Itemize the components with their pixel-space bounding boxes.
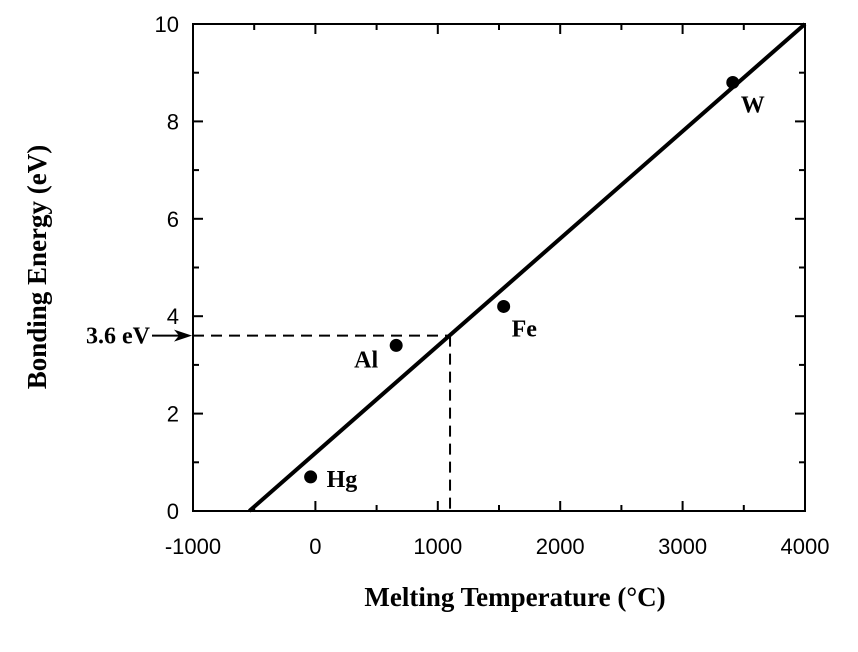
point-label-fe: Fe: [512, 316, 538, 342]
x-tick-labels: -1000 0 1000 2000 3000 4000: [165, 534, 830, 559]
x-axis-title: Melting Temperature (°C): [364, 582, 665, 612]
y-tick-label: 8: [167, 109, 179, 134]
annotation-label: 3.6 eV: [86, 324, 151, 350]
annotation-arrow-head: [174, 329, 192, 342]
y-tick-label: 2: [167, 402, 179, 427]
point-label-hg: Hg: [327, 467, 358, 493]
y-tick-label: 0: [167, 499, 179, 524]
data-point-hg: [304, 470, 318, 484]
x-tick-label: 1000: [413, 534, 462, 559]
fit-line-group: [247, 22, 807, 513]
annotation-guides: [193, 334, 452, 511]
y-tick-label: 6: [167, 207, 179, 232]
data-points: [304, 75, 740, 484]
data-point-fe: [497, 299, 511, 313]
y-tick-label: 4: [167, 304, 179, 329]
x-tick-label: 2000: [536, 534, 585, 559]
y-axis-title: Bonding Energy (eV): [22, 145, 52, 390]
point-label-w: W: [741, 92, 765, 118]
fit-line: [247, 22, 807, 513]
plot-frame: [192, 23, 806, 512]
y-tick-labels: 0 2 4 6 8 10: [155, 12, 179, 524]
data-point-al: [389, 338, 403, 352]
axis-ticks: [192, 23, 806, 512]
point-label-al: Al: [354, 347, 378, 373]
x-tick-label: 0: [309, 534, 321, 559]
x-tick-label: 3000: [658, 534, 707, 559]
y-tick-label: 10: [155, 12, 179, 37]
x-tick-label: -1000: [165, 534, 221, 559]
x-tick-label: 4000: [781, 534, 830, 559]
annotation-label-group: 3.6 eV: [86, 324, 192, 350]
data-point-w: [726, 75, 740, 89]
point-labels: Hg Al Fe W: [327, 92, 765, 492]
